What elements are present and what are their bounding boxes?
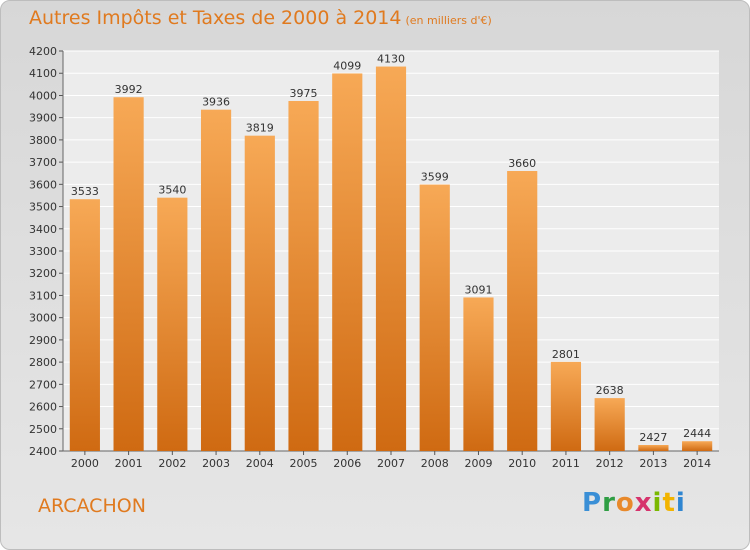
title-text: Autres Impôts et Taxes de 2000 à 2014: [29, 7, 402, 29]
x-tick-label: 2013: [639, 457, 667, 470]
bar: [157, 197, 188, 451]
bar: [463, 297, 494, 451]
x-tick-label: 2003: [202, 457, 230, 470]
bar: [594, 398, 625, 451]
x-tick-label: 2014: [683, 457, 711, 470]
y-tick-label: 3700: [29, 156, 57, 169]
y-tick-label: 3000: [29, 312, 57, 325]
logo-letter: i: [652, 488, 663, 518]
x-tick-label: 2010: [508, 457, 536, 470]
city-label: ARCACHON: [38, 495, 146, 517]
y-tick-label: 2700: [29, 378, 57, 391]
y-tick-label: 3800: [29, 134, 57, 147]
data-label: 2444: [683, 427, 711, 440]
data-label: 4130: [377, 53, 405, 66]
x-tick-label: 2007: [377, 457, 405, 470]
data-label: 3975: [290, 87, 318, 100]
proxiti-logo: Proxiti: [582, 488, 686, 518]
data-label: 3936: [202, 96, 230, 109]
y-tick-label: 2600: [29, 401, 57, 414]
x-tick-label: 2012: [596, 457, 624, 470]
bar: [200, 109, 232, 452]
data-label: 3533: [71, 185, 99, 198]
chart-title: Autres Impôts et Taxes de 2000 à 2014 (en…: [29, 7, 492, 29]
logo-letter: x: [634, 488, 653, 518]
bar: [69, 199, 100, 451]
y-tick-label: 4200: [29, 45, 57, 58]
data-label: 2638: [596, 384, 624, 397]
y-tick-label: 3200: [29, 267, 57, 280]
y-tick-label: 3100: [29, 289, 57, 302]
y-tick-label: 4100: [29, 67, 57, 80]
data-label: 2801: [552, 348, 580, 361]
data-label: 3660: [508, 157, 536, 170]
logo-letter: o: [615, 488, 635, 518]
y-tick-label: 2400: [29, 445, 57, 458]
x-tick-label: 2004: [246, 457, 274, 470]
bar: [113, 97, 144, 451]
bar: [682, 441, 713, 451]
data-label: 3091: [464, 283, 492, 296]
x-tick-label: 2001: [115, 457, 143, 470]
y-tick-label: 3600: [29, 178, 57, 191]
y-tick-label: 2500: [29, 423, 57, 436]
y-tick-label: 3500: [29, 201, 57, 214]
logo-letter: P: [582, 488, 603, 518]
data-label: 2427: [639, 431, 667, 444]
bar: [550, 361, 582, 451]
y-tick-label: 3900: [29, 112, 57, 125]
y-tick-label: 2900: [29, 334, 57, 347]
title-unit: (en milliers d'€): [405, 14, 492, 27]
x-tick-label: 2002: [158, 457, 186, 470]
logo-letter: t: [662, 488, 676, 518]
y-tick-label: 2800: [29, 356, 57, 369]
logo-letter: i: [675, 488, 686, 518]
bar: [288, 101, 319, 451]
bar: [638, 445, 669, 451]
bar: [332, 73, 363, 451]
bar: [244, 135, 275, 451]
data-label: 3819: [246, 122, 274, 135]
y-tick-label: 3400: [29, 223, 57, 236]
data-label: 3540: [158, 184, 186, 197]
data-label: 3599: [421, 171, 449, 184]
x-tick-label: 2008: [421, 457, 449, 470]
data-label: 3992: [115, 83, 143, 96]
logo-letter: r: [602, 488, 616, 518]
x-tick-label: 2006: [333, 457, 361, 470]
x-tick-label: 2000: [71, 457, 99, 470]
y-tick-label: 3300: [29, 245, 57, 258]
bar: [375, 66, 407, 452]
bar: [507, 171, 538, 451]
data-label: 4099: [333, 59, 361, 72]
y-tick-label: 4000: [29, 89, 57, 102]
x-tick-label: 2005: [290, 457, 318, 470]
x-tick-label: 2011: [552, 457, 580, 470]
bar: [419, 184, 450, 452]
x-tick-label: 2009: [464, 457, 492, 470]
